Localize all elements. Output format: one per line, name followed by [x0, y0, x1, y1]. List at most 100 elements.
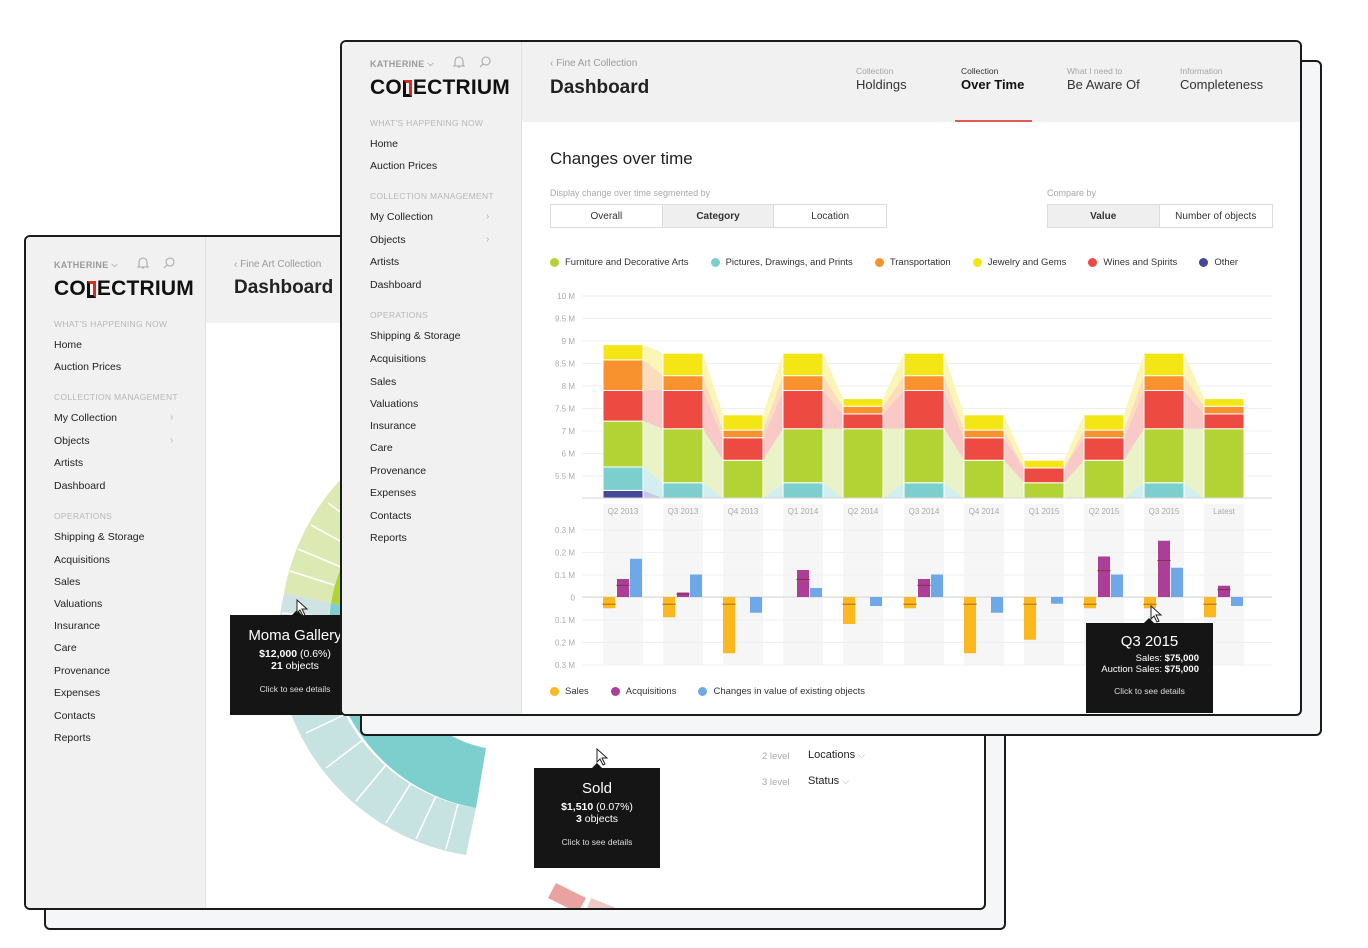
legend-item-other[interactable]: Other [1199, 257, 1238, 268]
chevron-down-icon: ⌵ [111, 260, 118, 269]
tab-collection-over-time[interactable]: Collection Over Time [961, 66, 1024, 92]
nav-item-auction-prices[interactable]: Auction Prices [370, 160, 438, 172]
section-label: COLLECTION MANAGEMENT [370, 191, 494, 201]
level-label: 3 level [762, 777, 790, 788]
legend-item-pictures[interactable]: Pictures, Drawings, and Prints [710, 257, 853, 268]
nav-item-reports[interactable]: Reports [370, 532, 407, 544]
segment-category[interactable]: Category [662, 205, 775, 227]
breadcrumb[interactable]: ‹ Fine Art Collection [550, 58, 638, 69]
nav-item-acquisitions[interactable]: Acquisitions [370, 353, 427, 365]
nav-item-valuations[interactable]: Valuations [370, 398, 419, 410]
segment-location[interactable]: Location [811, 210, 850, 222]
section-label: COLLECTION MANAGEMENT [54, 392, 178, 402]
nav-item-artists[interactable]: Artists [54, 457, 84, 469]
chevron-right-icon: › [486, 234, 490, 245]
nav-item-sales[interactable]: Sales [370, 376, 397, 388]
chevron-right-icon: › [486, 211, 490, 222]
legend-item-sales[interactable]: Sales [550, 686, 589, 697]
nav-item-reports[interactable]: Reports [54, 732, 91, 744]
tooltip-arrow [1144, 618, 1154, 623]
segment-label: Display change over time segmented by [550, 188, 711, 198]
nav-item-objects[interactable]: Objects [370, 234, 406, 246]
legend-item-jewelry[interactable]: Jewelry and Gems [972, 257, 1067, 268]
legend-label: Acquisitions [625, 686, 677, 697]
nav-item-contacts[interactable]: Contacts [54, 710, 96, 722]
legend-label: Jewelry and Gems [987, 257, 1067, 268]
level-2-select[interactable]: Locations ⌵ [808, 749, 865, 761]
search-icon[interactable] [162, 256, 176, 270]
tooltip-q3-2015[interactable]: Q3 2015 Sales: $75,000 Auction Sales: $7… [1086, 618, 1213, 713]
tab-title: Over Time [961, 77, 1025, 92]
nav-item-home[interactable]: Home [54, 339, 83, 351]
svg-text:Q2 2013: Q2 2013 [608, 507, 639, 516]
legend-item-furniture[interactable]: Furniture and Decorative Arts [550, 257, 689, 268]
nav-item-dashboard[interactable]: Dashboard [54, 480, 106, 492]
nav-item-sales[interactable]: Sales [54, 576, 81, 588]
tooltip-moma-gallery[interactable]: Moma Gallery $12,000 (0.6%) 21 objects C… [230, 610, 360, 715]
chevron-down-icon: ⌵ [842, 776, 850, 786]
breadcrumb[interactable]: ‹ Fine Art Collection [234, 259, 322, 270]
nav-item-provenance[interactable]: Provenance [370, 465, 427, 477]
legend-item-acquisitions[interactable]: Acquisitions [610, 686, 677, 697]
tab-collection-holdings[interactable]: Collection Holdings [856, 66, 907, 92]
legend-item-changes[interactable]: Changes in value of existing objects [698, 686, 865, 697]
tab-be-aware-of[interactable]: What I need to Be Aware Of [1067, 66, 1140, 92]
tooltip-sold[interactable]: Sold $1,510 (0.07%) 3 objects Click to s… [534, 763, 660, 868]
bell-icon[interactable] [452, 55, 466, 69]
stacked-bar-chart[interactable]: 10 M 9.5 M 9 M 8.5 M 8 M 7.5 M 7 M 6 M 5.5 M Q2 2… [342, 42, 1302, 716]
nav-item-care[interactable]: Care [370, 442, 393, 454]
svg-text:Q4 2014: Q4 2014 [969, 507, 1000, 516]
tooltip-pct: (0.6%) [299, 648, 331, 660]
nav-item-valuations[interactable]: Valuations [54, 598, 103, 610]
tooltip-details-link[interactable]: Click to see details [259, 684, 331, 694]
nav-item-my-collection[interactable]: My Collection [54, 412, 118, 424]
svg-text:Q1 2014: Q1 2014 [788, 507, 819, 516]
compare-value[interactable]: Value [1048, 205, 1160, 227]
tooltip-value: $12,000 (0.6%) [230, 648, 360, 660]
nav-item-my-collection[interactable]: My Collection [370, 211, 434, 223]
tooltip-count-label: objects [285, 660, 319, 672]
svg-text:8 M: 8 M [562, 382, 576, 391]
nav-item-care[interactable]: Care [54, 642, 77, 654]
legend-dot [698, 687, 708, 696]
logo-text-pre: CO [54, 277, 86, 300]
tab-subtitle: Collection [961, 66, 999, 76]
tooltip-details-link[interactable]: Click to see details [1114, 686, 1185, 696]
tab-information-completeness[interactable]: Information Completeness [1180, 66, 1263, 92]
logo[interactable]: CO ECTRIUM [54, 277, 194, 301]
tooltip-details-link[interactable]: Click to see details [561, 837, 633, 847]
tooltip-sales-line: Sales: $75,000 [1086, 653, 1213, 664]
level-3-value: Status [808, 775, 840, 787]
user-menu[interactable]: KATHERINE ⌵ [370, 59, 434, 69]
svg-text:Q4 2013: Q4 2013 [728, 507, 759, 516]
legend-label: Furniture and Decorative Arts [565, 257, 689, 268]
nav-item-home[interactable]: Home [370, 138, 399, 150]
bell-icon[interactable] [136, 256, 150, 270]
nav-item-provenance[interactable]: Provenance [54, 665, 111, 677]
nav-item-artists[interactable]: Artists [370, 256, 400, 268]
nav-item-expenses[interactable]: Expenses [370, 487, 417, 499]
nav-item-shipping[interactable]: Shipping & Storage [54, 531, 145, 543]
segment-overall[interactable]: Overall [551, 205, 663, 227]
tooltip-amount: $75,000 [1164, 653, 1199, 664]
legend-item-wines[interactable]: Wines and Spirits [1088, 257, 1177, 268]
nav-item-insurance[interactable]: Insurance [54, 620, 101, 632]
nav-item-insurance[interactable]: Insurance [370, 420, 417, 432]
tooltip-count-value: 3 [575, 813, 582, 825]
nav-item-objects[interactable]: Objects [54, 435, 90, 447]
user-menu[interactable]: KATHERINE ⌵ [54, 260, 118, 270]
nav-item-auction-prices[interactable]: Auction Prices [54, 361, 122, 373]
legend-item-transportation[interactable]: Transportation [874, 257, 951, 268]
page-title: Dashboard [550, 77, 650, 98]
nav-item-contacts[interactable]: Contacts [370, 510, 412, 522]
tooltip-label: Sales: [1135, 653, 1163, 664]
logo[interactable]: CO ECTRIUM [370, 76, 510, 100]
compare-number-of-objects[interactable]: Number of objects [1175, 210, 1257, 222]
nav-item-expenses[interactable]: Expenses [54, 687, 101, 699]
tab-title: Holdings [856, 77, 907, 92]
search-icon[interactable] [478, 55, 492, 69]
nav-item-shipping[interactable]: Shipping & Storage [370, 330, 461, 342]
level-3-select[interactable]: Status ⌵ [808, 775, 849, 787]
nav-item-dashboard[interactable]: Dashboard [370, 279, 422, 291]
nav-item-acquisitions[interactable]: Acquisitions [54, 554, 111, 566]
